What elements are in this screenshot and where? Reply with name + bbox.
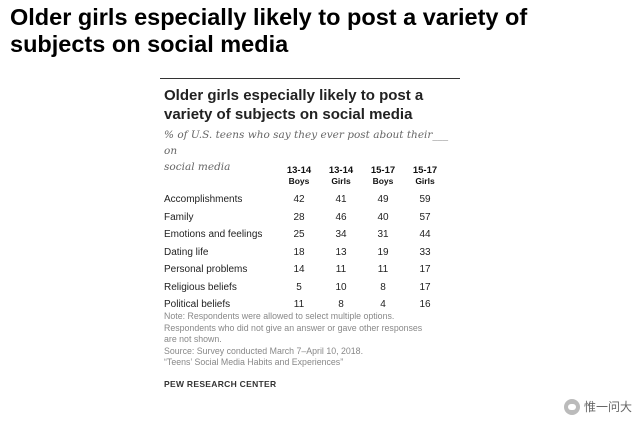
chart-card: Older girls especially likely to post a … xyxy=(160,78,460,389)
value-cell: 28 xyxy=(293,211,305,223)
value-cell: 11 xyxy=(377,264,389,275)
chart-title: Older girls especially likely to post a … xyxy=(164,86,454,124)
chart-notes: Note: Respondents were allowed to select… xyxy=(164,311,460,369)
watermark: 惟一问大 xyxy=(563,398,632,415)
value-cell: 11 xyxy=(335,264,347,275)
value-cell: 19 xyxy=(377,246,389,258)
watermark-text: 惟一问大 xyxy=(583,400,632,414)
value-cell: 44 xyxy=(419,229,431,240)
column-header-age: 15-17 xyxy=(412,165,438,176)
column-header: 13-14 Boys xyxy=(278,165,320,191)
column-header: 15-17 Girls xyxy=(404,165,446,191)
table-row: Accomplishments 42 41 49 59 xyxy=(160,191,446,209)
note-line: are not shown. xyxy=(164,334,222,344)
column-header: 15-17 Boys xyxy=(362,165,404,191)
row-label: Family xyxy=(164,211,194,223)
value-cell: 57 xyxy=(419,211,431,223)
column-header-age: 13-14 xyxy=(286,165,312,176)
value-cell: 5 xyxy=(296,281,302,293)
value-cell: 17 xyxy=(419,281,431,293)
value-cell: 18 xyxy=(293,246,305,258)
headline-line-1: Older girls especially likely to post a … xyxy=(10,4,528,30)
table-row: Family 28 46 40 57 xyxy=(160,209,446,227)
table-row: Religious beliefs 5 10 8 17 xyxy=(160,279,446,297)
chart-subtitle-line-2: social media xyxy=(164,161,231,173)
column-header-gender: Girls xyxy=(331,176,351,186)
column-header-age: 15-17 xyxy=(370,165,396,176)
chart-title-line-1: Older girls especially likely to post a xyxy=(164,87,424,104)
value-cell: 33 xyxy=(419,246,431,258)
brand-logo: PEW RESEARCH CENTER xyxy=(164,379,277,389)
table-header-row: 13-14 Boys 13-14 Girls 15-17 Boys 15-17 Girl… xyxy=(160,165,446,191)
page-headline: Older girls especially likely to post a … xyxy=(10,4,630,58)
table-row: Political beliefs 11 8 4 16 xyxy=(160,296,446,314)
value-cell: 46 xyxy=(335,211,347,223)
value-cell: 41 xyxy=(335,194,347,205)
value-cell: 34 xyxy=(335,229,347,240)
column-header-gender: Girls xyxy=(415,176,435,186)
value-cell: 8 xyxy=(380,281,386,293)
data-table: 13-14 Boys 13-14 Girls 15-17 Boys 15-17 Girl… xyxy=(160,165,446,314)
value-cell: 14 xyxy=(293,264,305,275)
row-label: Emotions and feelings xyxy=(164,229,263,240)
value-cell: 13 xyxy=(335,246,347,258)
row-label: Political beliefs xyxy=(164,299,231,310)
table-row: Dating life 18 13 19 33 xyxy=(160,244,446,262)
column-header: 13-14 Girls xyxy=(320,165,362,191)
value-cell: 16 xyxy=(419,299,431,310)
value-cell: 42 xyxy=(293,194,305,205)
value-cell: 10 xyxy=(335,281,347,293)
chat-bubble-icon xyxy=(563,398,580,415)
table-row: Personal problems 14 11 11 17 xyxy=(160,261,446,279)
row-label: Religious beliefs xyxy=(164,281,237,293)
chart-subtitle: % of U.S. teens who say they ever post a… xyxy=(164,127,460,175)
value-cell: 8 xyxy=(338,299,344,310)
table-row: Emotions and feelings 25 34 31 44 xyxy=(160,226,446,244)
column-header-age: 13-14 xyxy=(328,165,354,176)
source-line: “Teens’ Social Media Habits and Experien… xyxy=(164,357,344,367)
table-body: Accomplishments 42 41 49 59 Family 28 46 40 57 Emo… xyxy=(160,191,446,314)
note-line: Note: Respondents were allowed to select… xyxy=(164,311,395,321)
value-cell: 49 xyxy=(377,194,389,205)
source-line: Source: Survey conducted March 7–April 1… xyxy=(164,345,364,356)
chart-subtitle-line-1: % of U.S. teens who say they ever post a… xyxy=(164,129,449,157)
row-label: Accomplishments xyxy=(164,194,243,205)
column-header-gender: Boys xyxy=(372,176,394,186)
row-label: Dating life xyxy=(164,246,209,258)
value-cell: 40 xyxy=(377,211,389,223)
chart-title-line-2: variety of subjects on social media xyxy=(164,106,413,123)
header-label-cell xyxy=(160,165,278,191)
note-line: Respondents who did not give an answer o… xyxy=(164,322,423,333)
value-cell: 4 xyxy=(380,299,386,310)
value-cell: 31 xyxy=(377,229,389,240)
value-cell: 17 xyxy=(419,264,431,275)
value-cell: 59 xyxy=(419,194,431,205)
row-label: Personal problems xyxy=(164,264,248,275)
headline-line-2: subjects on social media xyxy=(10,31,289,57)
column-header-gender: Boys xyxy=(288,176,310,186)
value-cell: 25 xyxy=(293,229,305,240)
value-cell: 11 xyxy=(293,299,305,310)
